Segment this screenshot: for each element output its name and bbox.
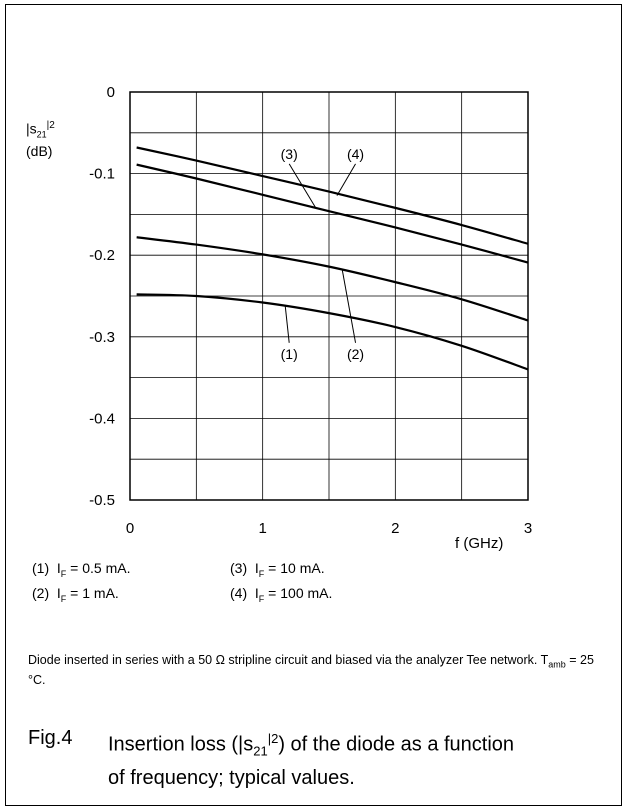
y-axis-label: |s21|2 (dB) xyxy=(26,120,55,160)
figure-caption-text: Insertion loss (|s21|2) of the diode as … xyxy=(108,731,515,789)
y-tick-label: -0.3 xyxy=(89,329,115,346)
plot-frame xyxy=(129,91,529,501)
tick-labels: 0 1 2 3 0 -0.1 -0.2 -0.3 -0.4 -0.5 xyxy=(89,84,532,537)
annotation-leader-3 xyxy=(288,163,317,209)
annotation-label-4: (4) xyxy=(347,146,364,162)
legend-item-4: (4) IF = 100 mA. xyxy=(230,585,333,604)
annotation-leader-2 xyxy=(341,269,357,343)
y-tick-label: 0 xyxy=(107,84,115,101)
grid xyxy=(130,92,528,500)
x-tick-label: 1 xyxy=(258,520,266,537)
annotation-label-2: (2) xyxy=(347,346,364,362)
y-tick-label: -0.5 xyxy=(89,492,115,509)
x-tick-label: 2 xyxy=(391,520,399,537)
y-axis-unit: (dB) xyxy=(26,143,53,160)
figure-number: Fig.4 xyxy=(28,727,73,749)
annotations: (1) (2) (3) (4) xyxy=(281,146,364,362)
legend-item-3: (3) IF = 10 mA. xyxy=(230,560,325,579)
legend-item-2: (2) IF = 1 mA. xyxy=(32,585,119,604)
series-line-2 xyxy=(136,236,529,322)
chart: 0 1 2 3 0 -0.1 -0.2 -0.3 -0.4 -0.5 (1) (2) (3) (4) f… xyxy=(89,84,532,552)
annotation-label-3: (3) xyxy=(281,146,298,162)
x-tick-label: 0 xyxy=(126,520,134,537)
annotation-leader-1 xyxy=(284,305,290,343)
x-tick-label: 3 xyxy=(524,520,532,537)
series-line-3 xyxy=(136,163,529,264)
y-tick-label: -0.2 xyxy=(89,247,115,264)
test-condition-note: Diode inserted in series with a 50 Ω str… xyxy=(28,653,594,687)
legend-item-1: (1) IF = 0.5 mA. xyxy=(32,560,131,579)
series-lines xyxy=(136,146,529,371)
y-tick-label: -0.1 xyxy=(89,166,115,183)
figure-frame xyxy=(5,4,622,806)
series-line-4 xyxy=(136,146,529,245)
annotation-leader-4 xyxy=(336,163,356,196)
x-axis-label: f (GHz) xyxy=(455,535,503,552)
y-tick-label: -0.4 xyxy=(89,410,115,427)
annotation-label-1: (1) xyxy=(281,346,298,362)
series-line-1 xyxy=(136,293,529,371)
